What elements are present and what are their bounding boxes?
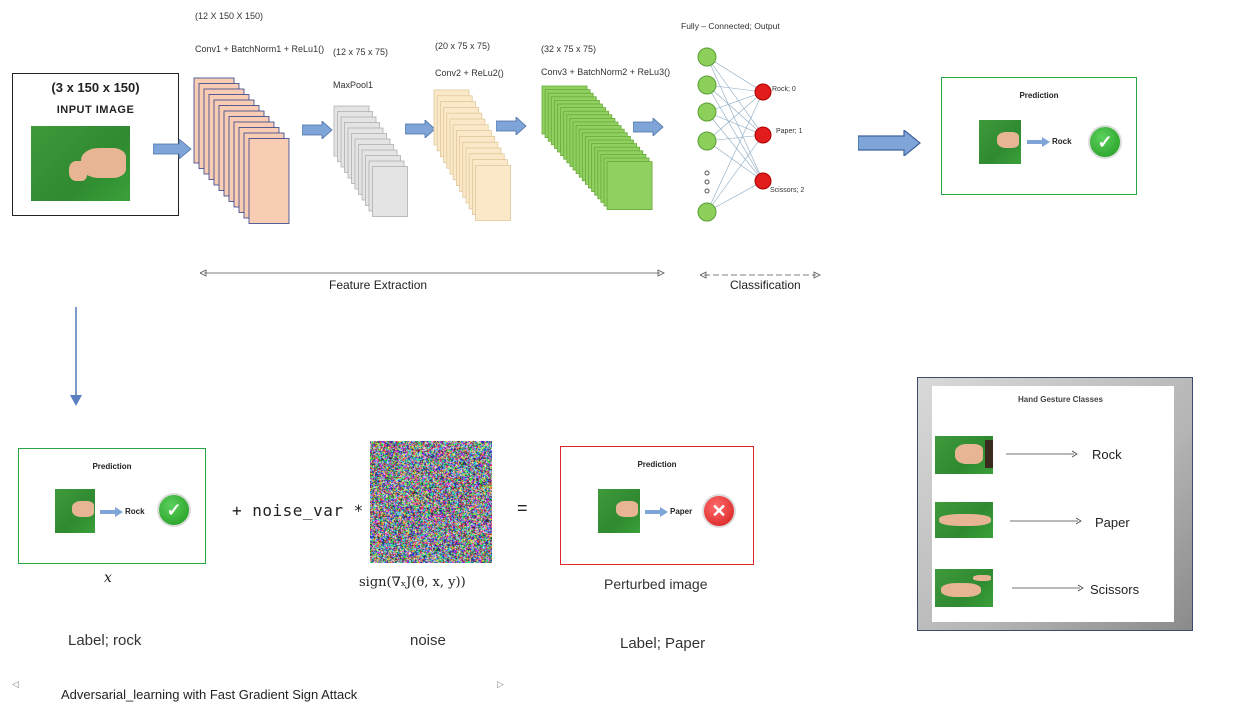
conv3-stack — [541, 85, 653, 210]
fc-input-node — [697, 202, 717, 222]
perturbed-image-label: Perturbed image — [604, 576, 708, 592]
fc-output-node-rock — [754, 83, 772, 101]
label-clean: Label; rock — [68, 632, 142, 649]
conv1-label: Conv1 + BatchNorm1 + ReLu1() — [195, 44, 325, 54]
maxpool-stack — [333, 105, 408, 217]
caption: Adversarial_learning with Fast Gradient … — [61, 687, 358, 702]
perturbed-prediction-arrow — [645, 507, 668, 517]
arrow-input-to-conv1 — [153, 139, 192, 159]
maxpool-dims: (12 x 75 x 75) — [333, 47, 389, 57]
input-title: INPUT IMAGE — [56, 104, 135, 116]
classes-panel: Hand Gesture Classes Rock Paper Scissors — [917, 377, 1193, 631]
conv2-stack — [433, 89, 511, 221]
top-prediction-arrow — [1027, 137, 1050, 147]
class-rock-arrow — [1006, 450, 1078, 458]
feature-extraction-span — [200, 269, 665, 277]
check-icon: ✓ — [1088, 125, 1122, 159]
check-icon: ✓ — [157, 493, 191, 527]
classes-panel-inner: Hand Gesture Classes Rock Paper Scissors — [932, 386, 1174, 622]
noise-image — [370, 441, 492, 563]
x-symbol: x — [104, 570, 112, 586]
arrow-fc-to-prediction — [858, 130, 921, 156]
top-prediction-thumb — [979, 120, 1021, 164]
maxpool-label: MaxPool1 — [333, 80, 374, 90]
fc-input-node — [697, 47, 717, 67]
left-triangle-icon: ◁ — [12, 679, 19, 689]
plus-noise-var: + noise_var * — [232, 501, 364, 520]
class-paper-arrow — [1010, 517, 1082, 525]
conv3-dims: (32 x 75 x 75) — [541, 44, 597, 54]
classification-label: Classification — [730, 278, 801, 292]
fc-output-node-scissors — [754, 172, 772, 190]
perturbed-prediction-thumb — [598, 489, 640, 533]
perturbed-prediction-title: Prediction — [637, 460, 677, 469]
fc-input-node — [697, 102, 717, 122]
class-scissors-label: Scissors — [1090, 582, 1140, 597]
class-paper-label: Paper — [1095, 515, 1130, 530]
classification-span — [700, 271, 821, 279]
class-paper-thumb — [935, 502, 993, 538]
input-hand-image — [31, 126, 130, 201]
arrow-conv1-to-maxpool — [302, 121, 333, 139]
fc-output-paper-label: Paper; 1 — [776, 128, 803, 135]
fc-title: Fully – Connected; Output — [681, 21, 780, 31]
fc-output-rock-label: Rock; 0 — [772, 86, 796, 93]
clean-prediction-label: Rock — [125, 507, 145, 516]
noise-label: noise — [410, 632, 446, 649]
fc-output-scissors-label: Scissors; 2 — [770, 187, 805, 194]
input-dims: (3 x 150 x 150) — [51, 80, 140, 95]
conv2-label: Conv2 + ReLu2() — [435, 68, 504, 78]
label-perturbed: Label; Paper — [620, 635, 706, 652]
clean-prediction-thumb — [55, 489, 95, 533]
clean-prediction-title: Prediction — [92, 462, 132, 471]
fc-input-node — [697, 75, 717, 95]
perturbed-prediction-box: Prediction Paper ✕ — [560, 446, 754, 565]
clean-prediction-box: Prediction Rock ✓ — [18, 448, 206, 564]
class-rock-label: Rock — [1092, 447, 1122, 462]
top-prediction-label: Rock — [1052, 137, 1072, 146]
top-prediction-box: Prediction Rock ✓ — [941, 77, 1137, 195]
cross-icon: ✕ — [702, 494, 736, 528]
equals-sign: = — [517, 498, 528, 518]
conv1-stack — [193, 77, 290, 224]
arrow-conv2-to-conv3 — [496, 117, 527, 135]
input-image-box: (3 x 150 x 150) INPUT IMAGE — [12, 73, 179, 216]
conv1-dims: (12 X 150 X 150) — [195, 11, 264, 21]
arrow-down — [70, 307, 82, 406]
classes-title: Hand Gesture Classes — [1018, 395, 1103, 404]
conv3-label: Conv3 + BatchNorm2 + ReLu3() — [541, 67, 671, 77]
fc-output-node-paper — [754, 126, 772, 144]
class-rock-thumb — [935, 436, 993, 474]
arrow-conv3-to-fc — [633, 118, 664, 136]
perturbed-prediction-label: Paper — [670, 507, 693, 516]
conv2-dims: (20 x 75 x 75) — [435, 41, 491, 51]
right-triangle-icon: ▷ — [497, 679, 504, 689]
clean-prediction-arrow — [100, 507, 123, 517]
class-scissors-thumb — [935, 569, 993, 607]
noise-formula: sign(∇ₓJ(θ, x, y)) — [359, 575, 466, 590]
top-prediction-title: Prediction — [1019, 91, 1059, 100]
feature-extraction-label: Feature Extraction — [329, 278, 428, 292]
class-scissors-arrow — [1012, 584, 1084, 592]
fc-network — [697, 47, 772, 222]
arrow-maxpool-to-conv2 — [405, 120, 436, 138]
fc-input-node — [697, 131, 717, 151]
